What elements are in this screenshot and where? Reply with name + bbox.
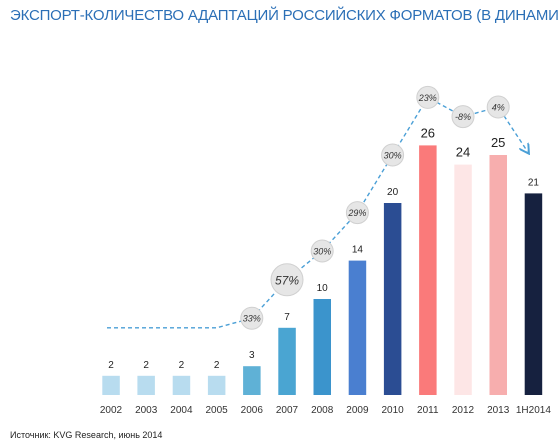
value-label: 2 xyxy=(179,360,185,371)
bar-2002 xyxy=(102,375,120,395)
x-tick-label: 2012 xyxy=(452,405,475,416)
growth-badge xyxy=(270,263,304,297)
value-label: 14 xyxy=(352,245,364,256)
x-tick-label: 2004 xyxy=(170,405,193,416)
growth-badge xyxy=(381,143,405,167)
x-tick-label: 2011 xyxy=(417,405,439,416)
growth-badge xyxy=(451,105,475,129)
bar-2005 xyxy=(207,375,226,395)
x-tick-label: 2002 xyxy=(100,405,123,416)
bar-2008 xyxy=(313,299,331,395)
growth-label: 4% xyxy=(492,103,505,113)
bar-2006 xyxy=(243,366,261,395)
growth-label: 33% xyxy=(243,314,261,324)
value-label: 26 xyxy=(421,125,435,140)
growth-badge xyxy=(240,306,264,330)
value-label: 21 xyxy=(528,177,540,188)
value-label: 2 xyxy=(214,360,220,371)
bar-2003 xyxy=(137,375,155,395)
bar-2007 xyxy=(278,327,296,395)
growth-badge xyxy=(416,85,440,109)
source-note: Источник: KVG Research, июнь 2014 xyxy=(10,430,163,440)
value-label: 20 xyxy=(387,187,399,198)
growth-badge xyxy=(310,239,334,263)
bar-1H2014 xyxy=(524,193,543,395)
value-label: 24 xyxy=(456,145,470,160)
growth-label: 29% xyxy=(347,208,366,218)
bar-2013 xyxy=(489,155,507,395)
value-label: 10 xyxy=(317,283,329,294)
bar-2011 xyxy=(419,145,437,395)
growth-badge xyxy=(486,95,510,119)
x-tick-label: 2009 xyxy=(346,405,369,416)
x-tick-label: 2007 xyxy=(276,405,299,416)
x-tick-label: 1H2014 xyxy=(516,405,551,416)
growth-badge xyxy=(345,201,369,225)
x-tick-label: 2008 xyxy=(311,405,334,416)
growth-label: 57% xyxy=(275,273,299,287)
bar-2012 xyxy=(454,164,472,395)
x-tick-label: 2006 xyxy=(241,405,264,416)
bar-2009 xyxy=(348,260,367,395)
growth-label: 23% xyxy=(418,93,437,103)
value-label: 25 xyxy=(491,135,505,150)
growth-label: 30% xyxy=(384,151,402,161)
chart-title: ЭКСПОРТ-КОЛИЧЕСТВО АДАПТАЦИЙ РОССИЙСКИХ … xyxy=(10,7,559,24)
growth-label: -8% xyxy=(455,112,471,122)
value-label: 7 xyxy=(284,312,290,323)
bar-2004 xyxy=(172,375,191,395)
bar-2010 xyxy=(383,203,402,395)
x-tick-label: 2013 xyxy=(487,405,510,416)
x-tick-label: 2003 xyxy=(135,405,158,416)
x-tick-label: 2005 xyxy=(205,405,228,416)
growth-label: 30% xyxy=(313,247,331,257)
value-label: 2 xyxy=(108,360,114,371)
value-label: 2 xyxy=(143,360,149,371)
x-tick-label: 2010 xyxy=(381,405,404,416)
value-label: 3 xyxy=(249,350,255,361)
